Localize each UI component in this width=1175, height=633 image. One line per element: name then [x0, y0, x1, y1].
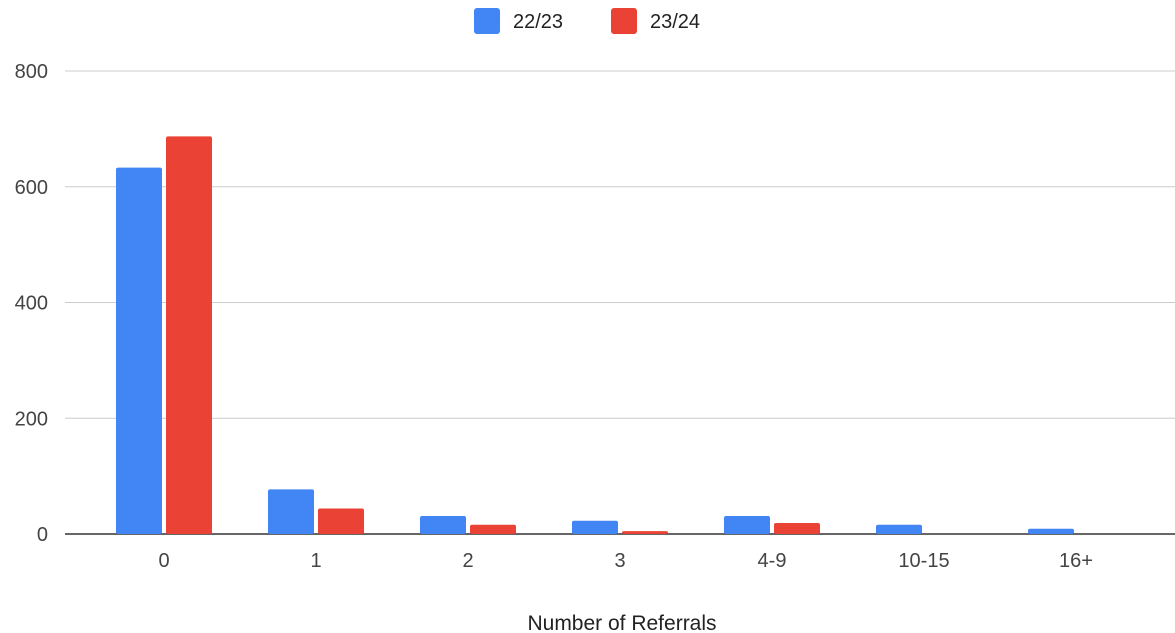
bar-23-24-0 [166, 136, 212, 534]
bar-22-23-1 [268, 489, 314, 534]
x-tick-label: 16+ [1059, 550, 1093, 572]
bar-22-23-16+ [1028, 528, 1074, 534]
bar-23-24-1 [318, 508, 364, 534]
x-tick-label: 3 [614, 550, 625, 572]
gridlines [65, 70, 1175, 535]
bar-22-23-4-9 [724, 516, 770, 534]
y-tick-label: 400 [15, 293, 48, 315]
bar-22-23-10-15 [876, 524, 922, 534]
bar-22-23-3 [572, 520, 618, 534]
y-tick-label: 600 [15, 177, 48, 199]
x-tick-label: 1 [310, 550, 321, 572]
x-tick-label: 0 [158, 550, 169, 572]
legend-swatch [611, 8, 637, 34]
y-axis-ticks: 0 200 400 600 800 [15, 61, 48, 546]
bar-23-24-3 [622, 531, 668, 534]
y-tick-label: 0 [37, 524, 48, 546]
x-tick-label: 10-15 [898, 550, 949, 572]
bar-22-23-2 [420, 516, 466, 534]
legend-label: 23/24 [650, 11, 700, 33]
legend: 22/23 23/24 [474, 8, 700, 34]
y-tick-label: 200 [15, 408, 48, 430]
x-tick-label: 2 [462, 550, 473, 572]
x-axis-label: Number of Referrals [527, 612, 716, 633]
legend-label: 22/23 [513, 11, 563, 33]
bar-22-23-0 [116, 167, 162, 534]
bar-23-24-4-9 [774, 523, 820, 534]
y-tick-label: 800 [15, 61, 48, 83]
bars [116, 136, 1074, 534]
x-axis-ticks: 0 1 2 3 4-9 10-15 16+ [158, 550, 1093, 572]
bar-23-24-2 [470, 524, 516, 534]
x-tick-label: 4-9 [758, 550, 787, 572]
legend-swatch [474, 8, 500, 34]
